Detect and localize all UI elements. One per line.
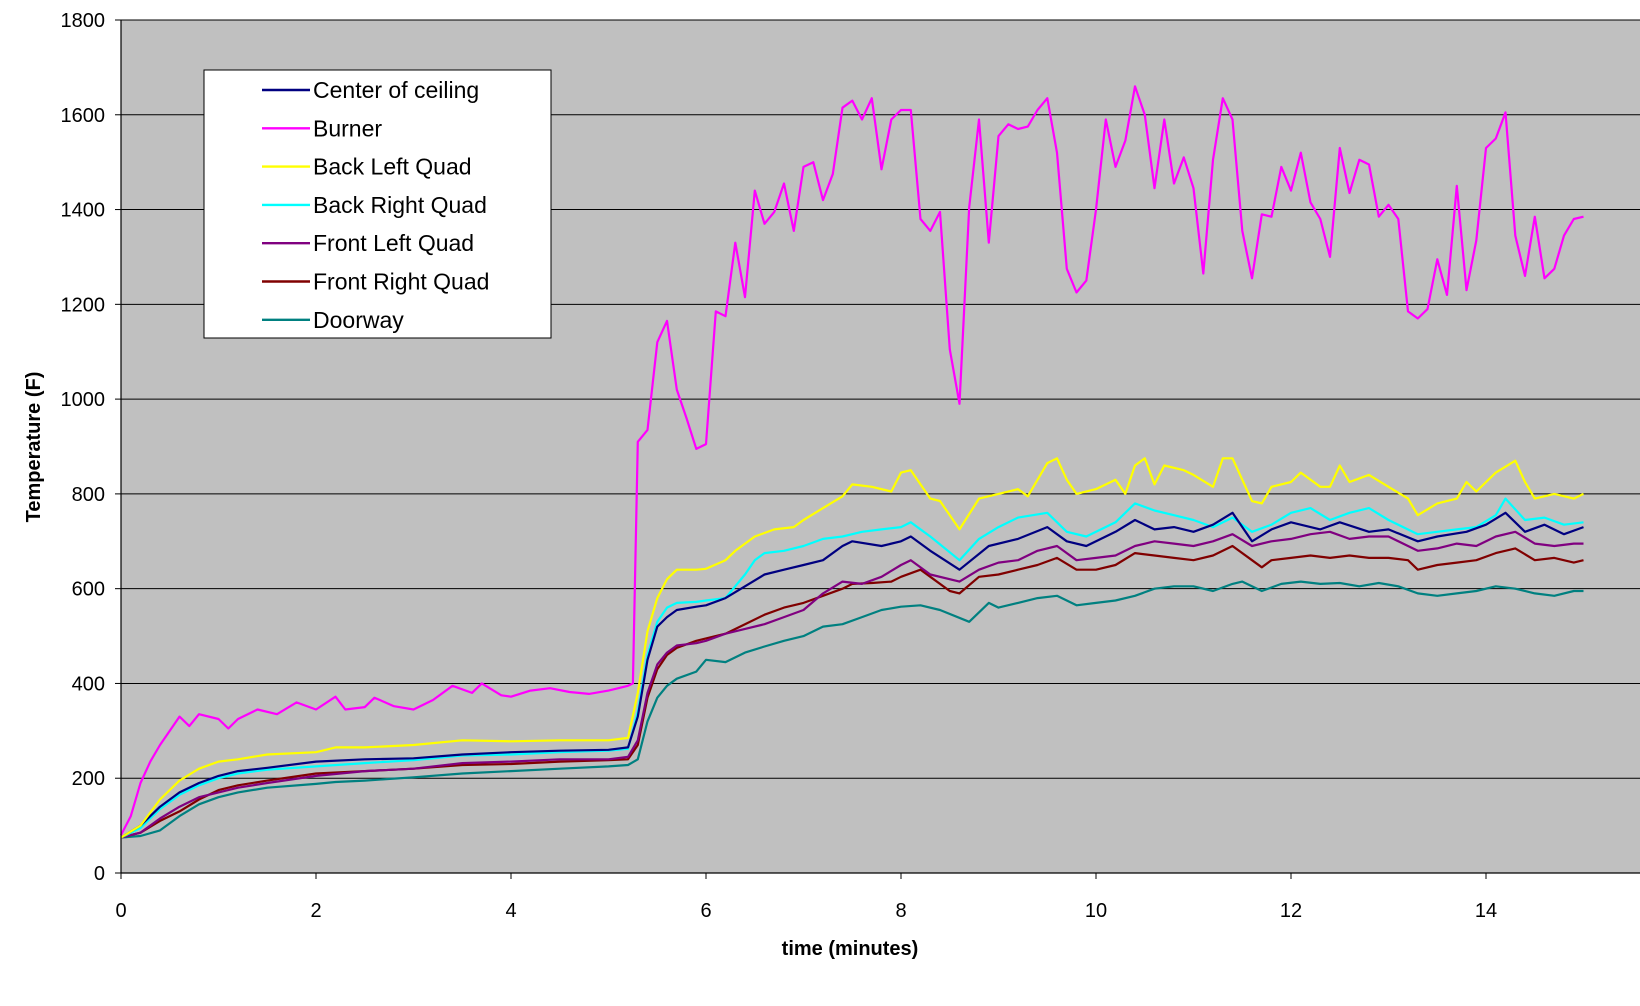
y-tick-label: 600 (72, 579, 105, 601)
x-tick-label: 0 (115, 900, 126, 922)
series-line-back-left-quad (120, 457, 1584, 839)
series-line-back-right-quad (120, 497, 1584, 839)
x-axis-title: time (minutes) (782, 938, 919, 960)
y-tick-label: 1400 (61, 200, 106, 222)
legend-label: Doorway (313, 307, 404, 333)
y-tick-label: 1200 (61, 294, 106, 316)
legend-label: Front Right Quad (313, 269, 489, 295)
series-line-front-right-quad (120, 544, 1584, 839)
y-tick-label: 200 (72, 768, 105, 790)
series-line-burner (120, 85, 1584, 836)
x-tick-label: 12 (1280, 900, 1302, 922)
legend-label: Front Left Quad (313, 230, 474, 256)
series-line-doorway (120, 580, 1584, 839)
y-tick-label: 800 (72, 484, 105, 506)
x-tick-label: 6 (700, 900, 711, 922)
x-tick-label: 8 (895, 900, 906, 922)
series-line-front-left-quad (120, 530, 1584, 839)
y-tick-label: 1600 (61, 105, 106, 127)
legend-label: Back Left Quad (313, 154, 472, 180)
x-tick-label: 2 (310, 900, 321, 922)
y-tick-label: 0 (94, 863, 105, 885)
x-tick-label: 14 (1475, 900, 1497, 922)
y-tick-label: 1800 (61, 10, 106, 32)
y-tick-label: 1000 (61, 389, 106, 411)
legend-label: Burner (313, 115, 382, 141)
axes (115, 19, 1640, 879)
legend-label: Back Right Quad (313, 192, 487, 218)
series-line-center-of-ceiling (120, 511, 1584, 839)
y-tick-label: 400 (72, 673, 105, 695)
legend: Center of ceiling Burner Back Left Quad Bac… (203, 69, 552, 339)
y-axis-title: Temperature (F) (23, 372, 45, 523)
x-tick-label: 10 (1085, 900, 1107, 922)
legend-box (203, 69, 552, 339)
series-lines (120, 85, 1584, 839)
tick-labels: 0 200 400 600 800 1000 1200 1400 1600 1800 0 2 4 6 8 10… (61, 10, 1498, 922)
x-tick-label: 4 (505, 900, 516, 922)
legend-label: Center of ceiling (313, 77, 479, 103)
